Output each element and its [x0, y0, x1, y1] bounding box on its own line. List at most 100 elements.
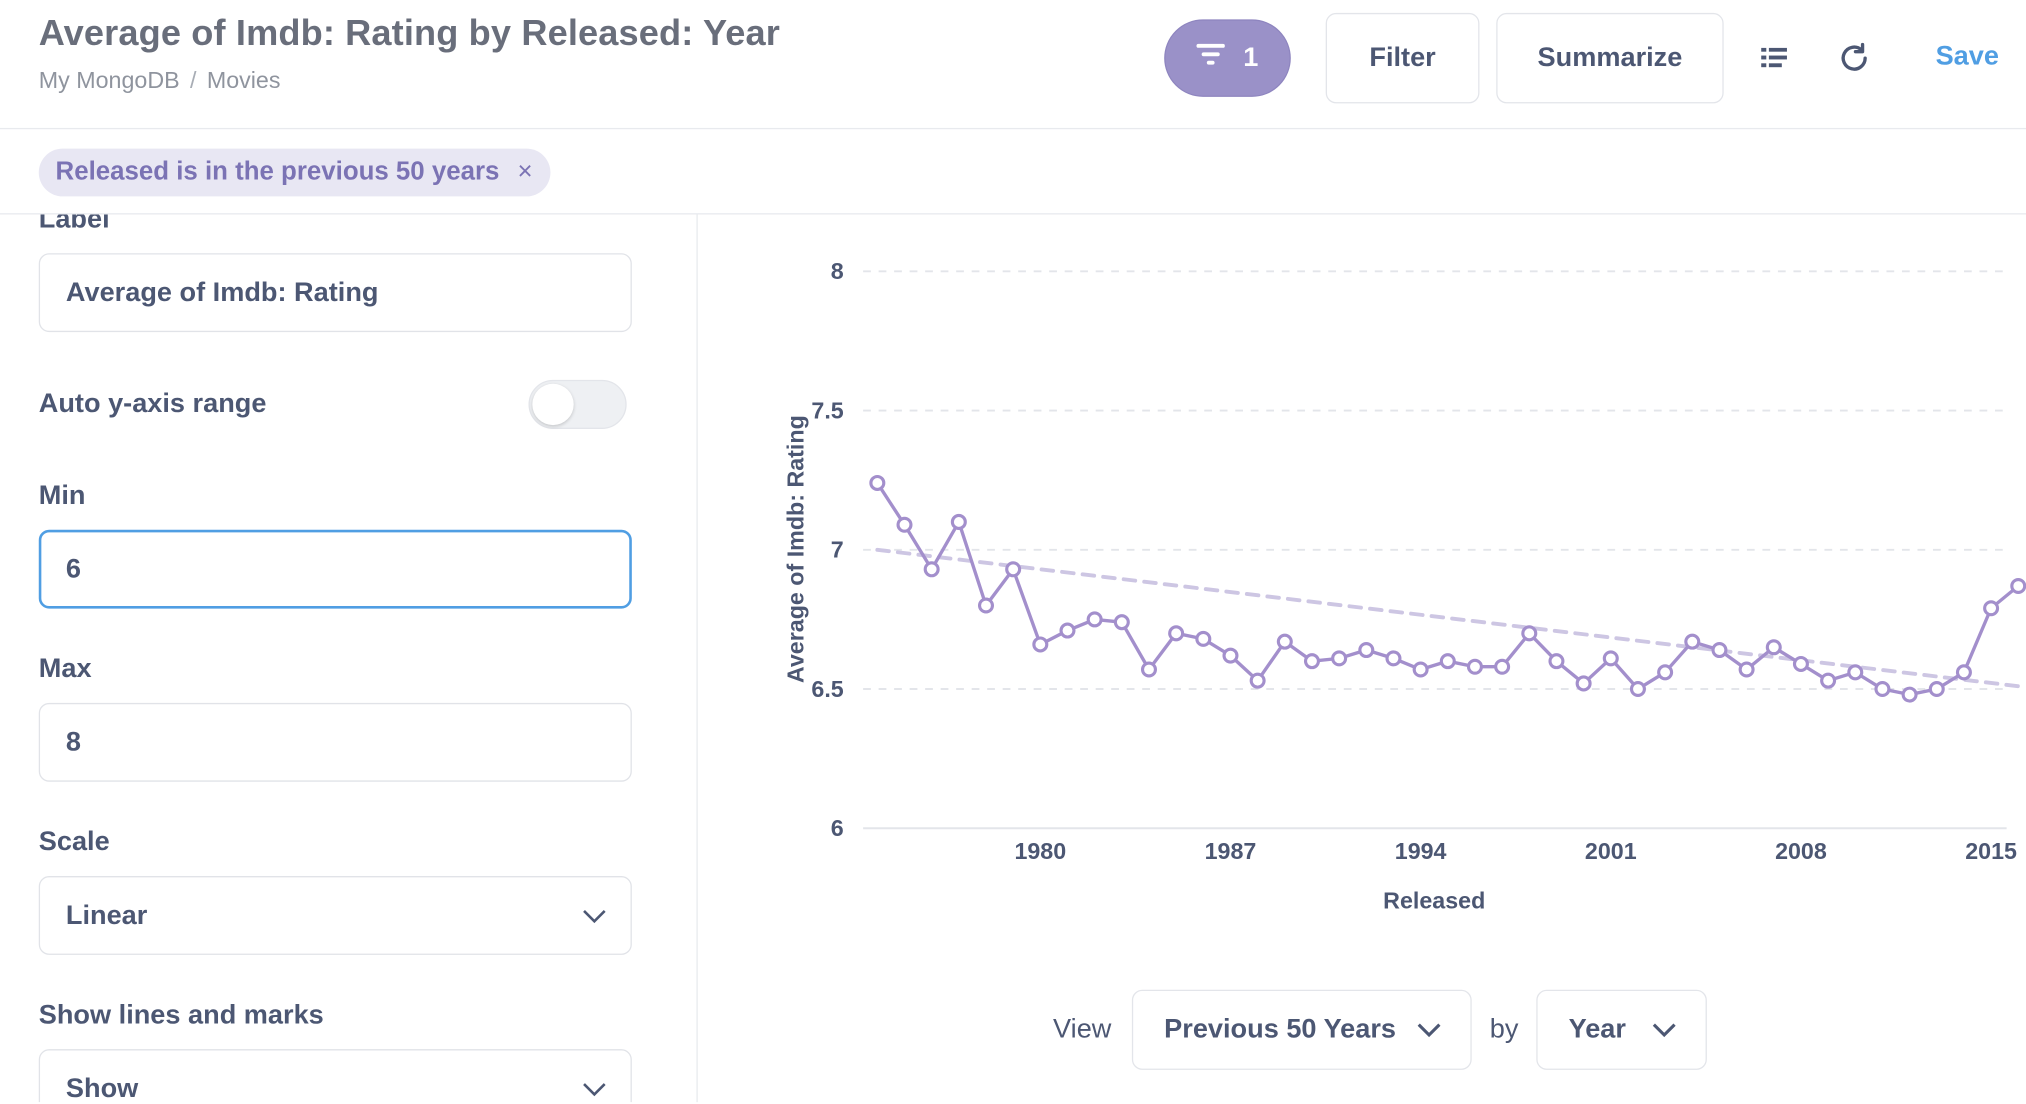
- toggle-knob: [532, 383, 574, 426]
- breadcrumb-table[interactable]: Movies: [206, 67, 281, 94]
- max-input[interactable]: 8: [38, 702, 632, 782]
- data-point: [1765, 639, 1782, 656]
- data-point: [1657, 664, 1674, 681]
- line-chart: 6 6.5 7 7.5 8 1980 1987 1994 2001 2008 2015 Release…: [783, 258, 2026, 913]
- data-point: [1928, 681, 1945, 698]
- filter-chip[interactable]: Released is in the previous 50 years ×: [38, 148, 551, 197]
- data-point: [1521, 625, 1538, 642]
- data-point: [1439, 653, 1456, 670]
- data-point: [2010, 577, 2026, 594]
- data-point: [950, 513, 967, 530]
- chevron-down-icon: [1652, 1023, 1676, 1038]
- close-icon[interactable]: ×: [517, 157, 533, 187]
- unit-value: Year: [1568, 1014, 1626, 1045]
- min-label: Min: [38, 480, 86, 511]
- x-tick-label: 2008: [1775, 838, 1827, 864]
- scale-select[interactable]: Linear: [38, 876, 632, 955]
- data-point: [1059, 622, 1076, 639]
- data-point: [1140, 661, 1157, 678]
- data-point: [1358, 642, 1375, 659]
- filter-button[interactable]: Filter: [1325, 12, 1480, 104]
- data-point: [1005, 561, 1022, 578]
- breadcrumb-database[interactable]: My MongoDB: [38, 67, 180, 94]
- scale-value: Linear: [65, 899, 148, 930]
- save-button[interactable]: Save: [1935, 41, 1999, 72]
- data-point: [1412, 661, 1429, 678]
- y-axis-title: Average of Imdb: Rating: [783, 415, 809, 683]
- data-point: [1113, 614, 1130, 631]
- data-point: [1874, 681, 1891, 698]
- data-point: [1820, 672, 1837, 689]
- period-value: Previous 50 Years: [1164, 1014, 1397, 1045]
- x-tick-label: 1987: [1205, 838, 1257, 864]
- data-point: [1983, 600, 2000, 617]
- view-label: View: [1053, 1014, 1112, 1045]
- data-point: [1222, 647, 1239, 664]
- min-input[interactable]: 6: [38, 529, 632, 609]
- x-tick-label: 1980: [1014, 838, 1066, 864]
- data-point: [1955, 664, 1972, 681]
- label-input[interactable]: Average of Imdb: Rating: [38, 253, 632, 333]
- lines-marks-value: Show: [65, 1073, 139, 1103]
- data-point: [1738, 661, 1755, 678]
- data-point: [1032, 636, 1049, 653]
- summarize-button[interactable]: Summarize: [1496, 12, 1724, 104]
- header: Average of Imdb: Rating by Released: Yea…: [0, 0, 2026, 130]
- filter-count: 1: [1243, 42, 1259, 73]
- x-axis-title: Released: [1383, 887, 1485, 913]
- data-point: [896, 516, 913, 533]
- data-point: [1684, 633, 1701, 650]
- lines-marks-select[interactable]: Show: [38, 1049, 632, 1103]
- breadcrumb: My MongoDB / Movies: [39, 67, 281, 94]
- data-point: [1249, 672, 1266, 689]
- x-tick-label: 2001: [1585, 838, 1637, 864]
- chevron-down-icon: [583, 909, 606, 923]
- y-tick-label: 8: [831, 258, 844, 284]
- data-point: [1466, 658, 1483, 675]
- chevron-down-icon: [1417, 1023, 1441, 1038]
- data-point: [1792, 655, 1809, 672]
- active-filters-button[interactable]: 1: [1164, 19, 1291, 97]
- y-tick-label: 6: [831, 815, 844, 841]
- x-tick-label: 2015: [1965, 838, 2017, 864]
- refresh-icon[interactable]: [1835, 36, 1874, 80]
- auto-range-toggle[interactable]: [528, 379, 627, 429]
- data-point: [923, 561, 940, 578]
- data-point: [1494, 658, 1511, 675]
- data-point: [1195, 630, 1212, 647]
- data-point: [1331, 650, 1348, 667]
- data-point: [1901, 686, 1918, 703]
- chart-area: 6 6.5 7 7.5 8 1980 1987 1994 2001 2008 2015 Release…: [699, 214, 2026, 1102]
- unit-select[interactable]: Year: [1536, 989, 1707, 1070]
- data-point: [1602, 650, 1619, 667]
- filter-bar: Released is in the previous 50 years ×: [0, 129, 2026, 215]
- y-tick-label: 6.5: [811, 676, 843, 702]
- by-label: by: [1489, 1014, 1519, 1045]
- data-point: [869, 474, 886, 491]
- data-point: [1385, 650, 1402, 667]
- data-point: [1711, 642, 1728, 659]
- filter-icon: [1196, 43, 1226, 74]
- data-point: [1847, 664, 1864, 681]
- data-point: [977, 597, 995, 614]
- data-point: [1575, 675, 1592, 692]
- trend-line: [875, 547, 2021, 689]
- lines-marks-label: Show lines and marks: [38, 1000, 324, 1030]
- label-heading: Label: [38, 214, 110, 234]
- view-controls: View Previous 50 Years by Year: [0, 989, 2026, 1070]
- data-point: [1548, 653, 1565, 670]
- auto-range-label: Auto y-axis range: [38, 388, 267, 419]
- data-point: [1276, 633, 1293, 650]
- filter-chip-label: Released is in the previous 50 years: [55, 157, 500, 187]
- chevron-down-icon: [583, 1082, 606, 1096]
- data-point: [1629, 681, 1646, 698]
- settings-sidebar: Label Average of Imdb: Rating Auto y-axi…: [0, 214, 698, 1103]
- max-label: Max: [38, 653, 92, 684]
- data-point: [1168, 625, 1185, 642]
- breadcrumb-separator: /: [189, 67, 197, 94]
- data-point: [1086, 611, 1103, 628]
- period-select[interactable]: Previous 50 Years: [1131, 989, 1472, 1070]
- x-tick-label: 1994: [1395, 838, 1447, 864]
- y-tick-label: 7.5: [811, 397, 843, 423]
- list-view-icon[interactable]: [1755, 36, 1794, 80]
